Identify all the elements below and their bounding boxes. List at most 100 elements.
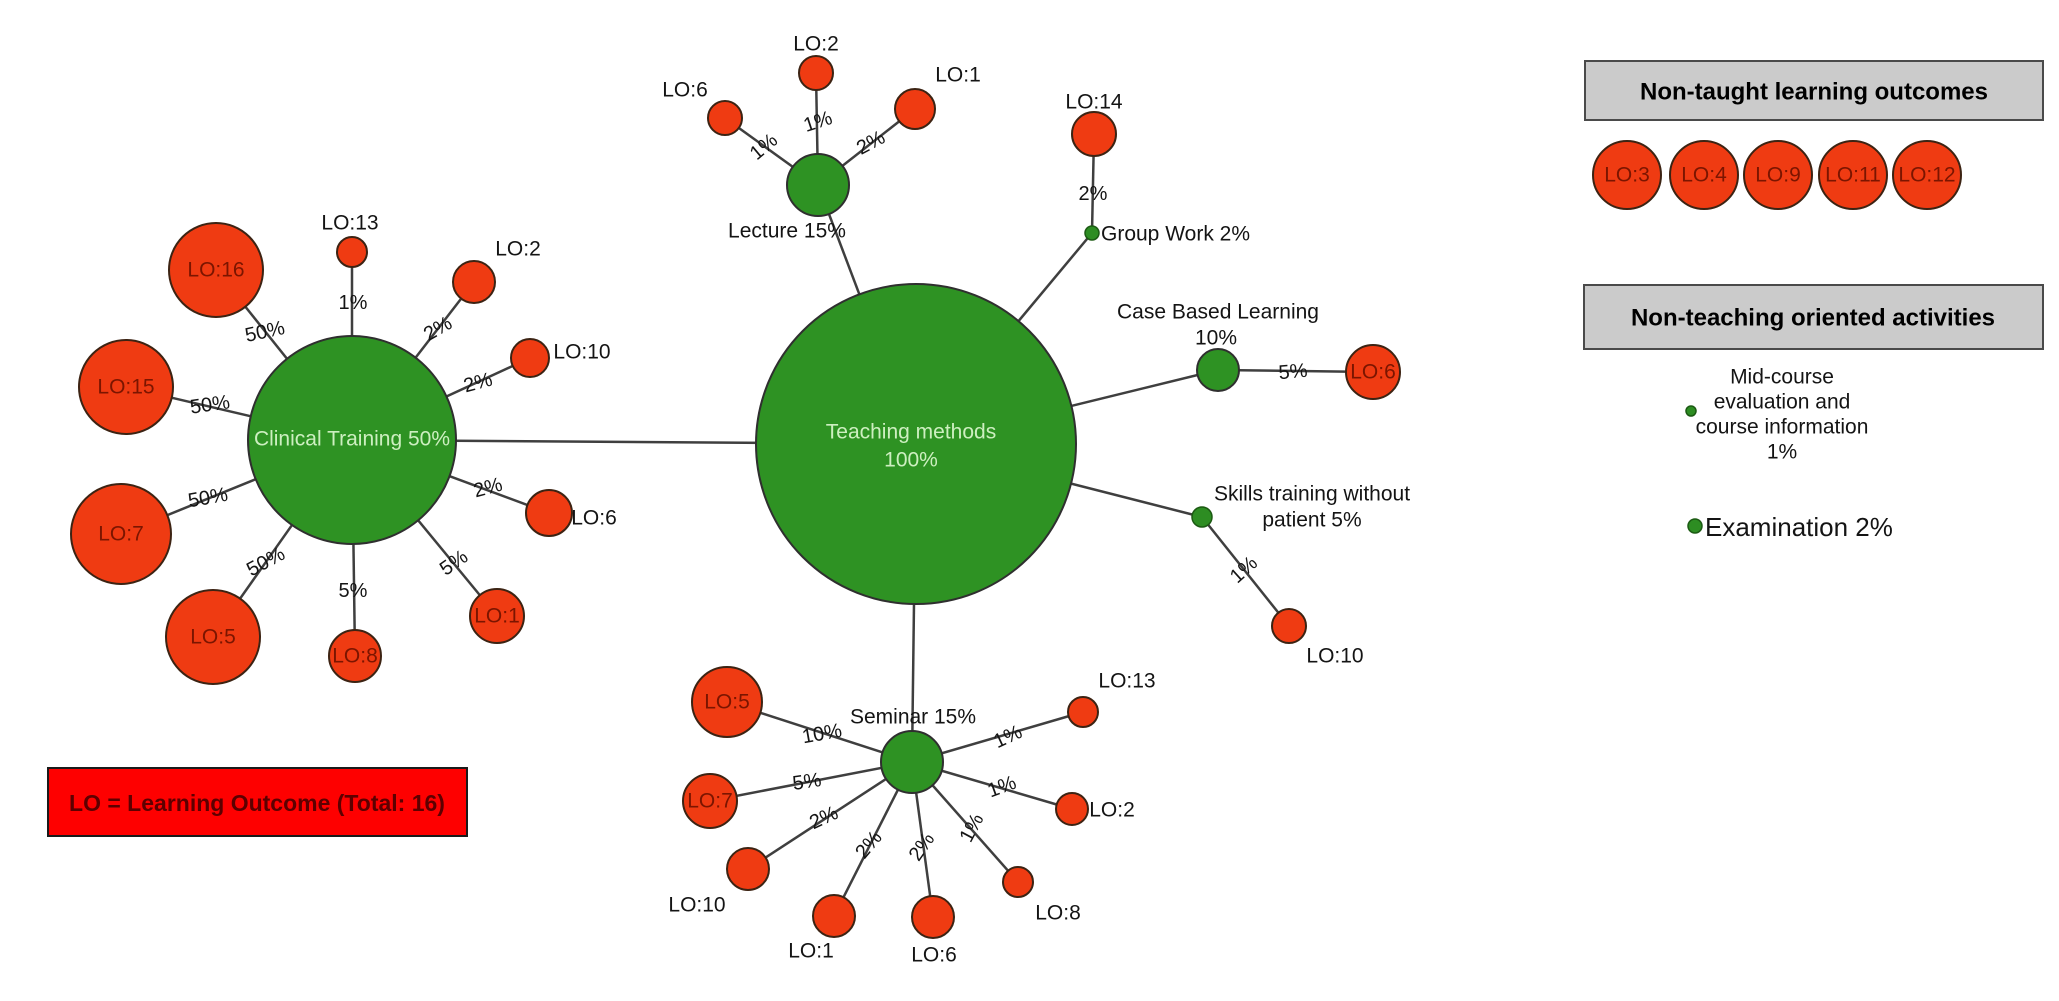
legend-lo4-label: LO:4	[1681, 164, 1727, 187]
node-groupwork-lo14	[1071, 111, 1117, 157]
mid-course-line4: 1%	[1767, 441, 1797, 464]
hub-nodes	[247, 153, 1240, 794]
groupwork-lo14-label: LO:14	[1065, 91, 1123, 114]
node-lecture-lo2	[798, 55, 834, 91]
legend-node-lo3	[1592, 140, 1662, 210]
node-teaching-methods	[755, 283, 1077, 605]
edge-seminar-lo7	[709, 760, 913, 803]
legend-node-lo11	[1818, 140, 1888, 210]
lecture-lo1-label: LO:1	[935, 64, 981, 87]
lecture-lo2-pct: 1%	[801, 107, 835, 137]
lecture-lo6-pct: 1%	[746, 129, 782, 165]
seminar-lo2-label: LO:2	[1089, 799, 1135, 822]
legend-node-lo9	[1743, 140, 1813, 210]
skills-label-line1: Skills training without	[1214, 483, 1410, 506]
clinical-lo7-label: LO:7	[98, 523, 144, 546]
node-seminar-lo1	[812, 894, 856, 938]
seminar-lo13-pct: 1%	[990, 721, 1026, 753]
node-clinical-lo15	[78, 339, 174, 435]
clinical-lo2-label: LO:2	[495, 238, 541, 261]
lecture-label: Lecture 15%	[728, 220, 846, 243]
clinical-label: Clinical Training 50%	[254, 428, 450, 451]
lecture-lo-nodes	[707, 55, 936, 136]
node-clinical-lo1	[469, 588, 525, 644]
examination-dot	[1687, 518, 1703, 534]
node-seminar-lo6	[911, 895, 955, 939]
mid-course-dot	[1685, 405, 1697, 417]
clinical-lo-nodes	[70, 222, 573, 685]
clinical-lo16-label: LO:16	[187, 259, 244, 282]
node-skills-training	[1191, 506, 1213, 528]
legend-non-teaching: Non-teaching oriented activities Mid-cou…	[1583, 284, 2044, 542]
legend-lo11-label: LO:11	[1825, 164, 1881, 187]
lecture-lo6-label: LO:6	[662, 79, 708, 102]
clinical-lo5-label: LO:5	[190, 626, 236, 649]
note: LO = Learning Outcome (Total: 16)	[47, 767, 468, 837]
seminar-label: Seminar 15%	[850, 706, 976, 729]
casebased-lo6-label: LO:6	[1350, 361, 1396, 384]
node-lecture	[786, 153, 850, 217]
legend-non-taught: Non-taught learning outcomes LO:3 LO:4 L…	[1584, 60, 2044, 210]
node-clinical-lo8	[328, 629, 382, 683]
node-case-based-learning	[1196, 348, 1240, 392]
mid-course-line3: course information	[1696, 416, 1869, 439]
seminar-lo1-label: LO:1	[788, 940, 834, 963]
node-casebased-lo6	[1345, 344, 1401, 400]
clinical-lo13-pct: 1%	[339, 292, 368, 314]
node-seminar-lo5	[691, 666, 763, 738]
clinical-lo1-pct: 5%	[436, 546, 472, 581]
node-seminar-lo13	[1067, 696, 1099, 728]
clinical-lo5-pct: 50%	[243, 543, 289, 581]
node-clinical-training	[247, 335, 457, 545]
clinical-lo8-label: LO:8	[332, 645, 378, 668]
clinical-lo2-pct: 2%	[420, 312, 456, 346]
skills-lo10-label: LO:10	[1306, 645, 1363, 668]
mid-course-line2: evaluation and	[1714, 391, 1851, 414]
clinical-lo8-pct: 5%	[339, 580, 368, 602]
clinical-lo1-label: LO:1	[474, 605, 520, 628]
legend-node-lo12	[1892, 140, 1962, 210]
skills-lo10-pct: 1%	[1226, 552, 1262, 588]
seminar-lo13-label: LO:13	[1098, 670, 1155, 693]
node-lecture-lo6	[707, 100, 743, 136]
lecture-lo2-label: LO:2	[793, 33, 839, 56]
seminar-lo6-label: LO:6	[911, 944, 957, 967]
node-clinical-lo5	[165, 589, 261, 685]
clinical-lo15-label: LO:15	[97, 376, 154, 399]
node-seminar-lo10	[726, 847, 770, 891]
seminar-lo6-pct: 2%	[905, 829, 940, 865]
seminar-lo7-label: LO:7	[687, 790, 733, 813]
case-based-label-line1: Case Based Learning	[1117, 301, 1319, 324]
legend-lo3-label: LO:3	[1604, 164, 1650, 187]
seminar-lo8-label: LO:8	[1035, 902, 1081, 925]
legend-non-taught-box	[1584, 60, 2044, 121]
clinical-lo15-pct: 50%	[189, 391, 232, 418]
clinical-lo6-pct: 2%	[471, 474, 505, 503]
seminar-lo10-label: LO:10	[668, 894, 725, 917]
node-group-work	[1084, 225, 1100, 241]
note-text: LO = Learning Outcome (Total: 16)	[69, 790, 445, 816]
clinical-lo16-pct: 50%	[243, 317, 287, 347]
node-skills-lo10	[1271, 608, 1307, 644]
seminar-lo7-pct: 5%	[791, 769, 823, 795]
seminar-lo2-pct: 1%	[985, 772, 1020, 803]
casebased-lo6-pct: 5%	[1278, 360, 1309, 384]
teaching-label-line2: 100%	[884, 449, 938, 472]
node-seminar-lo8	[1002, 866, 1034, 898]
node-clinical-lo16	[168, 222, 264, 318]
node-clinical-lo7	[70, 483, 172, 585]
legend-node-lo4	[1669, 140, 1739, 210]
examination-label: Examination 2%	[1705, 512, 1893, 542]
mid-course-line1: Mid-course	[1730, 366, 1834, 389]
node-clinical-lo10	[510, 338, 550, 378]
legend-non-taught-title: Non-taught learning outcomes	[1640, 79, 1988, 106]
case-based-label-line2: 10%	[1195, 327, 1237, 350]
legend-non-teaching-title: Non-teaching oriented activities	[1631, 305, 1995, 332]
node-clinical-lo2	[452, 260, 496, 304]
node-seminar	[880, 730, 944, 794]
clinical-lo10-pct: 2%	[461, 369, 495, 398]
teaching-label-line1: Teaching methods	[826, 421, 996, 444]
seminar-lo1-pct: 2%	[851, 827, 887, 863]
groupwork-lo14-pct: 2%	[1079, 183, 1108, 205]
